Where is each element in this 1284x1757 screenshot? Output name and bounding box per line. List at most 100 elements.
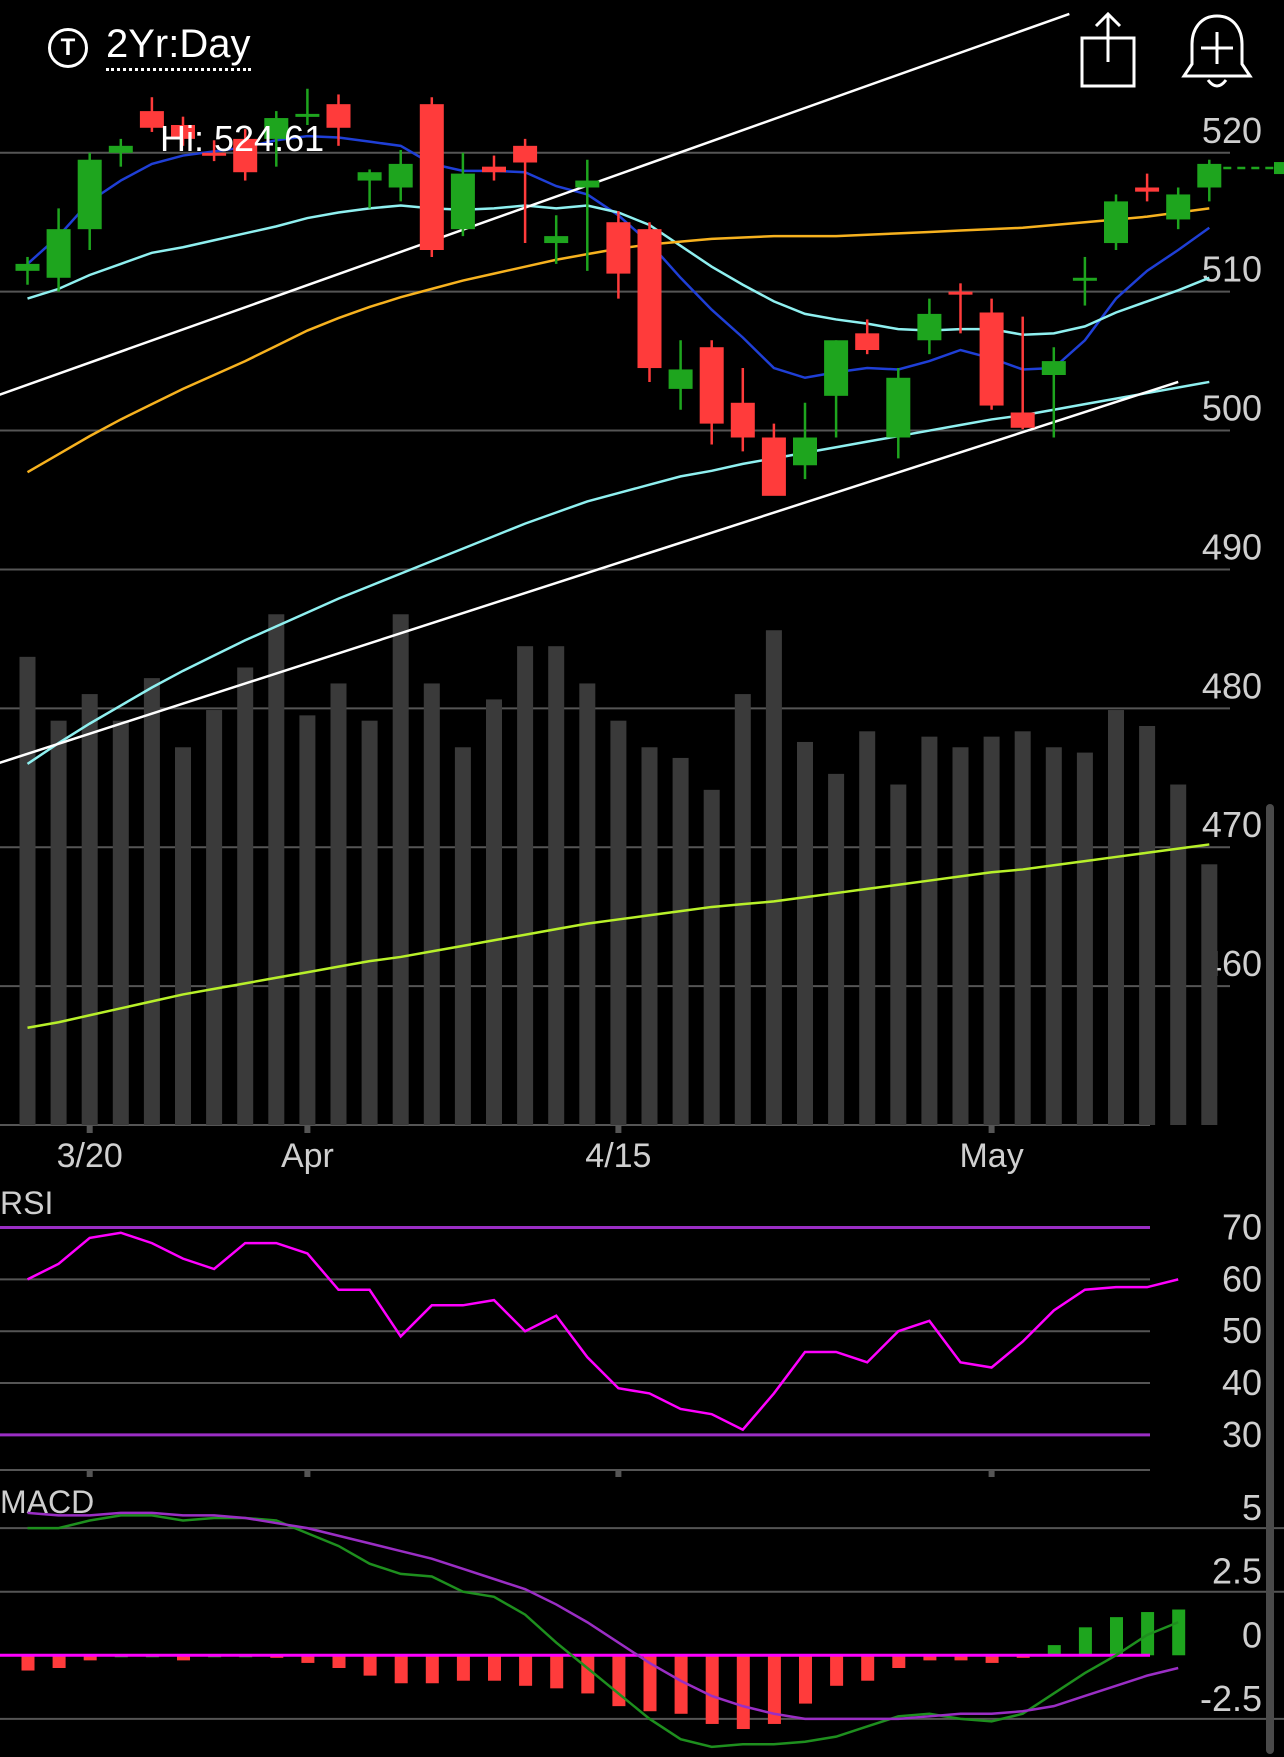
candle-body: [419, 104, 444, 251]
volume-bar: [517, 646, 534, 1125]
volume-bar: [423, 683, 440, 1125]
symbol-icon[interactable]: T: [48, 28, 88, 68]
macd-signal-line: [27, 1511, 1179, 1721]
candle-body: [326, 104, 351, 128]
price-tick-label: 510: [1202, 249, 1262, 290]
chart-header: T 2Yr:Day: [0, 0, 1284, 100]
candle-body: [1166, 194, 1191, 220]
candle-body: [979, 312, 1004, 406]
moving-average-line: [27, 843, 1210, 1030]
macd-histogram-bar: [643, 1655, 657, 1712]
candle-body: [513, 145, 538, 163]
price-tick-label: 490: [1202, 526, 1262, 567]
macd-histogram-bar: [1047, 1645, 1061, 1656]
candle-body: [1010, 412, 1035, 428]
rsi-line: [26, 1231, 1179, 1432]
volume-bar: [859, 731, 876, 1125]
volume-bar: [143, 678, 160, 1125]
price-tick-label: 480: [1202, 665, 1262, 706]
macd-line: [27, 1514, 1179, 1749]
macd-histogram-bar: [21, 1655, 35, 1671]
volume-bar: [268, 614, 285, 1125]
macd-histogram-bar: [830, 1655, 844, 1686]
candle-body: [699, 347, 724, 424]
share-icon[interactable]: [1078, 10, 1138, 90]
volume-bar: [828, 773, 845, 1125]
macd-histogram-bar: [519, 1655, 533, 1686]
macd-histogram-bar: [425, 1655, 439, 1684]
volume-bar: [112, 720, 129, 1125]
macd-histogram-bar: [705, 1655, 719, 1724]
bell-plus-icon[interactable]: [1180, 10, 1254, 92]
last-price-tag: [1274, 162, 1284, 175]
volume-bar: [50, 720, 67, 1125]
macd-tick-label: -2.5: [1200, 1678, 1262, 1719]
volume-bar: [237, 667, 254, 1125]
price-tick-label: 520: [1202, 110, 1262, 151]
candle-body: [171, 125, 195, 139]
trendline: [0, 380, 1179, 765]
volume-bar: [1139, 726, 1156, 1125]
candle-body: [730, 402, 755, 438]
date-tick-label: 3/20: [57, 1137, 123, 1175]
volume-bar: [548, 646, 565, 1125]
volume-bar: [921, 736, 938, 1125]
candle-body: [15, 263, 40, 271]
macd-histogram-bar: [674, 1655, 688, 1714]
macd-histogram-bar: [1078, 1627, 1092, 1656]
candle-body: [544, 236, 569, 244]
macd-tick-label: 5: [1242, 1487, 1262, 1528]
candle-body: [450, 173, 475, 230]
macd-histogram-bar: [394, 1655, 408, 1684]
volume-bar: [1045, 747, 1062, 1125]
date-tick-label: 4/15: [585, 1137, 651, 1175]
macd-histogram-bar: [177, 1655, 190, 1661]
volume-bar: [1076, 752, 1093, 1125]
volume-bar: [81, 694, 98, 1125]
macd-histogram-bar: [954, 1655, 968, 1661]
candle-body: [886, 377, 911, 438]
candle-body: [575, 180, 600, 188]
macd-histogram-bar: [985, 1655, 999, 1663]
candle-body: [1104, 201, 1128, 244]
volume-bar: [672, 757, 689, 1125]
macd-tick-label: 0: [1242, 1614, 1262, 1655]
macd-histogram-bar: [52, 1655, 66, 1668]
volume-bar: [361, 720, 378, 1125]
macd-histogram-bar: [488, 1655, 501, 1681]
volume-bar: [299, 715, 316, 1125]
macd-histogram-bar: [892, 1655, 906, 1668]
date-tick-label: Apr: [281, 1137, 334, 1175]
macd-histogram-bar: [1172, 1609, 1186, 1656]
candle-body: [108, 145, 133, 153]
volume-bar: [579, 683, 596, 1125]
candle-body: [637, 229, 662, 369]
candle-body: [233, 138, 258, 173]
volume-bar: [454, 747, 471, 1125]
volume-bar: [641, 747, 658, 1125]
macd-histogram-bar: [736, 1655, 750, 1730]
candle-body: [295, 113, 320, 117]
volume-bar: [734, 694, 751, 1125]
volume-bar: [1201, 864, 1218, 1125]
high-annotation: Hi: 524.61: [160, 118, 324, 159]
macd-histogram-bar: [923, 1655, 937, 1661]
candle-body: [202, 152, 227, 156]
volume-bar: [703, 789, 720, 1125]
volume-bar: [797, 741, 813, 1125]
candle-body: [139, 111, 164, 128]
candle-body: [357, 172, 382, 181]
volume-bar: [19, 656, 36, 1125]
macd-histogram-bar: [456, 1655, 470, 1681]
volume-bar: [952, 747, 969, 1125]
rsi-tick-label: 30: [1222, 1414, 1262, 1455]
macd-histogram-bar: [1110, 1617, 1123, 1656]
volume-bar: [392, 614, 409, 1125]
candle-body: [1072, 277, 1097, 281]
range-selector[interactable]: 2Yr:Day: [106, 22, 251, 71]
candle-body: [77, 159, 102, 230]
price-tick-label: 470: [1202, 804, 1262, 845]
scrollbar[interactable]: [1266, 804, 1274, 1754]
volume-bar: [1108, 710, 1124, 1125]
